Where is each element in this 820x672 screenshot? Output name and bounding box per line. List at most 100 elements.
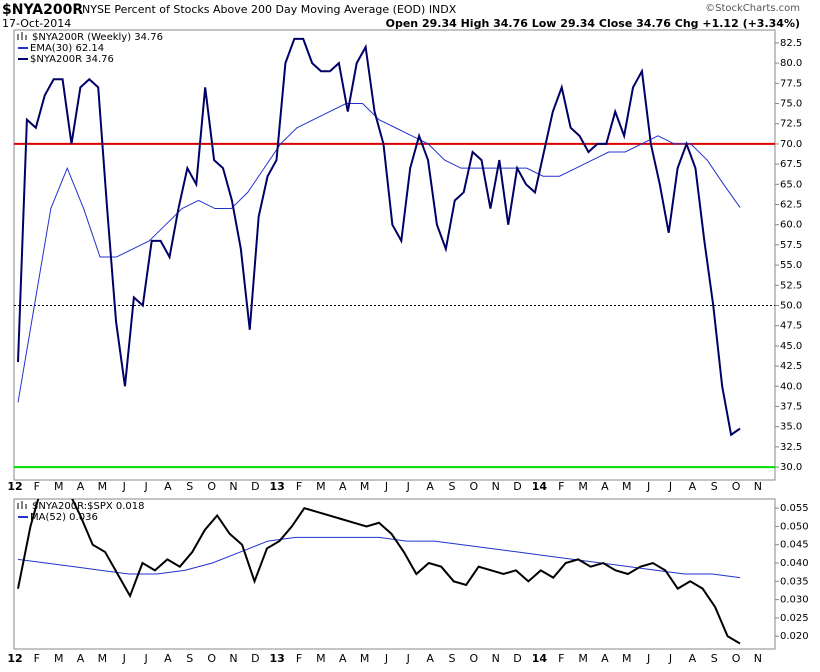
y-tick-label: 32.5 <box>780 442 802 453</box>
x-tick-label: J <box>668 480 672 493</box>
x-tick-label: O <box>732 480 741 493</box>
credit: ©StockCharts.com <box>705 3 800 14</box>
x-tick-label: J <box>384 652 388 665</box>
legend-title: $NYA200R (Weekly) 34.76 <box>32 32 163 43</box>
x-tick-label: O <box>470 480 479 493</box>
x-tick-label: A <box>601 652 609 665</box>
x-tick-label: J <box>122 652 126 665</box>
x-tick-label: S <box>711 480 718 493</box>
y-tick-label: 0.050 <box>780 521 809 532</box>
x-tick-label: A <box>689 480 697 493</box>
x-tick-label: J <box>406 652 410 665</box>
legend-label: $NYA200R 34.76 <box>30 54 114 65</box>
x-tick-label: A <box>426 480 434 493</box>
panel-frame <box>13 498 776 650</box>
x-tick-label: S <box>449 480 456 493</box>
x-tick-label: N <box>229 480 237 493</box>
x-tick-label: D <box>251 480 259 493</box>
x-tick-label: N <box>492 480 500 493</box>
x-tick-label: D <box>513 652 521 665</box>
y-tick-label: 40.0 <box>780 381 802 392</box>
x-tick-label: A <box>77 480 85 493</box>
x-tick-label: J <box>143 652 147 665</box>
y-tick-label: 0.030 <box>780 595 809 606</box>
x-tick-label: J <box>384 480 388 493</box>
x-tick-label: O <box>207 652 216 665</box>
x-tick-label: S <box>711 652 718 665</box>
y-tick-label: 42.5 <box>780 361 802 372</box>
y-tick-label: 55.0 <box>780 260 802 271</box>
x-tick-label: M <box>578 480 588 493</box>
x-tick-label: J <box>122 480 126 493</box>
legend-icon <box>17 32 27 40</box>
date: 17-Oct-2014 <box>2 17 71 30</box>
x-tick-label: A <box>339 480 347 493</box>
y-tick-label: 0.035 <box>780 576 809 587</box>
x-tick-label: F <box>558 652 564 665</box>
y-tick-label: 57.5 <box>780 240 802 251</box>
x-tick-label: O <box>207 480 216 493</box>
y-tick-label: 60.0 <box>780 220 802 231</box>
x-tick-label: O <box>470 652 479 665</box>
y-tick-label: 0.040 <box>780 558 809 569</box>
y-tick-label: 62.5 <box>780 200 802 211</box>
y-tick-label: 45.0 <box>780 341 802 352</box>
y-tick-label: 75.0 <box>780 99 802 110</box>
x-tick-label: J <box>646 652 650 665</box>
y-tick-label: 0.025 <box>780 613 809 624</box>
y-tick-label: 82.5 <box>780 38 802 49</box>
series-line <box>17 37 741 437</box>
x-tick-label: M <box>360 480 370 493</box>
y-tick-label: 72.5 <box>780 119 802 130</box>
x-tick-label: M <box>622 652 632 665</box>
x-tick-label: S <box>186 652 193 665</box>
x-tick-label: M <box>360 652 370 665</box>
x-tick-label: M <box>98 652 108 665</box>
y-tick-label: 0.020 <box>780 631 809 642</box>
y-tick-label: 37.5 <box>780 401 802 412</box>
x-tick-label: 13 <box>270 652 285 665</box>
x-tick-label: A <box>339 652 347 665</box>
legend-label: EMA(30) 62.14 <box>30 43 104 54</box>
y-tick-label: 70.0 <box>780 139 802 150</box>
y-tick-label: 0.055 <box>780 503 809 514</box>
panel-frame <box>13 29 776 481</box>
x-tick-label: O <box>732 652 741 665</box>
x-tick-label: F <box>34 480 40 493</box>
x-tick-label: S <box>449 652 456 665</box>
x-tick-label: D <box>513 480 521 493</box>
x-tick-label: M <box>54 652 64 665</box>
x-tick-label: N <box>492 652 500 665</box>
x-tick-label: 12 <box>7 480 22 493</box>
x-tick-label: M <box>316 652 326 665</box>
x-tick-label: F <box>296 652 302 665</box>
x-tick-label: A <box>426 652 434 665</box>
y-tick-label: 35.0 <box>780 422 802 433</box>
legend-label: MA(52) 0.036 <box>30 512 98 523</box>
y-tick-label: 50.0 <box>780 300 802 311</box>
x-tick-label: J <box>143 480 147 493</box>
y-tick-label: 65.0 <box>780 179 802 190</box>
description: NYSE Percent of Stocks Above 200 Day Mov… <box>82 3 457 16</box>
x-tick-label: 14 <box>532 480 548 493</box>
x-tick-label: F <box>34 652 40 665</box>
x-tick-label: A <box>601 480 609 493</box>
x-tick-label: F <box>296 480 302 493</box>
x-tick-label: A <box>77 652 85 665</box>
x-tick-label: J <box>668 652 672 665</box>
x-tick-label: S <box>186 480 193 493</box>
series-line <box>17 499 741 645</box>
x-tick-label: A <box>689 652 697 665</box>
x-tick-label: N <box>754 480 762 493</box>
x-tick-label: D <box>251 652 259 665</box>
y-tick-label: 47.5 <box>780 321 802 332</box>
x-tick-label: M <box>98 480 108 493</box>
y-tick-label: 52.5 <box>780 280 802 291</box>
x-tick-label: A <box>164 480 172 493</box>
symbol: $NYA200R <box>2 2 83 18</box>
x-tick-label: 14 <box>532 652 548 665</box>
x-tick-label: N <box>229 652 237 665</box>
